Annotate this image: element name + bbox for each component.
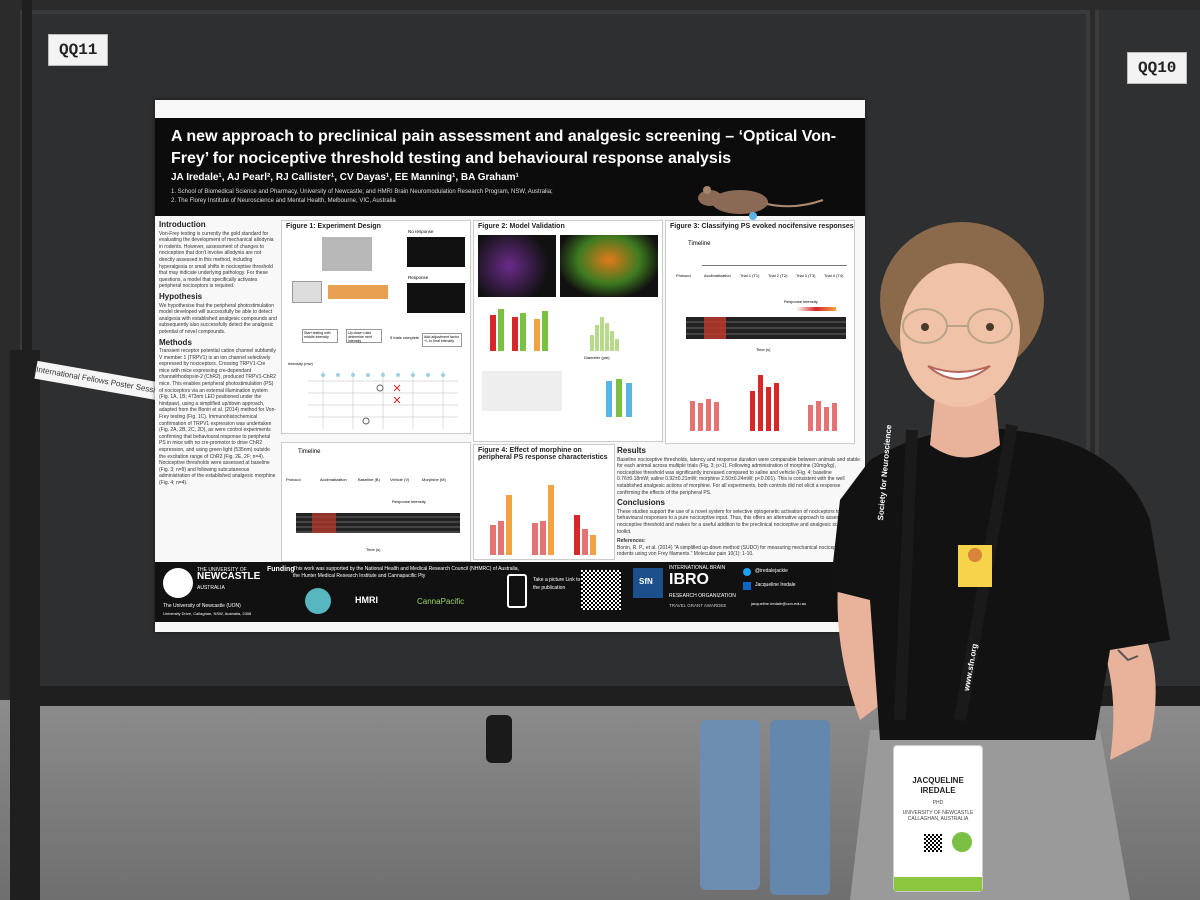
poster-affiliations: 1. School of Biomedical Science and Phar… — [171, 189, 553, 204]
intro-heading: Introduction — [159, 220, 206, 229]
arm-tattoo — [1117, 649, 1139, 662]
bar-charts-c — [690, 375, 837, 431]
results-text: Baseline nociceptive thresholds, latency… — [617, 456, 860, 496]
board-number-tag-right: QQ10 — [1127, 52, 1188, 84]
mouse-illustration — [698, 186, 824, 220]
figure-3-title: Figure 3: Classifying PS evoked nocifens… — [670, 223, 854, 230]
phone-icon — [507, 574, 527, 608]
results-heading: Results — [617, 446, 646, 455]
mouse-photos-e — [482, 371, 562, 411]
figure-4-title: Figure 4: Effect of morphine on peripher… — [478, 447, 608, 461]
figure-2-panel: Figure 2: Model Validation Diameter (µm) — [473, 220, 663, 442]
hypothesis-heading: Hypothesis — [159, 291, 203, 301]
badge-sticker-icon — [952, 832, 972, 852]
references-text: Bonin, R. P., et al. (2014) "A simplifie… — [617, 544, 850, 558]
methods-text: Transient receptor potential cation chan… — [159, 348, 277, 486]
conclusions-text: These studies support the use of a novel… — [617, 508, 859, 535]
name-badge: JACQUELINE IREDALE PHD UNIVERSITY OF NEW… — [893, 745, 983, 892]
passerby-legs — [690, 720, 850, 900]
smile — [927, 365, 991, 380]
badge-name: JACQUELINE IREDALE — [912, 776, 964, 795]
bar-charts-fig4 — [490, 485, 596, 555]
no-response-photo — [407, 237, 465, 267]
research-poster: A new approach to preclinical pain asses… — [155, 100, 865, 632]
hypothesis-text: We hypothesise that the peripheral photo… — [159, 302, 277, 335]
controller-drawing — [328, 285, 388, 299]
histology-image-b — [560, 235, 658, 297]
glasses-icon — [902, 308, 1013, 344]
updown-grid — [308, 371, 458, 429]
badge-org: UNIVERSITY OF NEWCASTLE CALLAGHAN, AUSTR… — [902, 810, 974, 822]
figure-1-panel: Figure 1: Experiment Design No response … — [281, 220, 471, 434]
poster-authors: JA Iredale¹, AJ Pearl², RJ Callister¹, C… — [171, 172, 519, 183]
face — [900, 263, 1020, 407]
badge-qr-icon — [924, 834, 942, 852]
heatmap-b — [686, 317, 846, 339]
qr-code-icon — [581, 570, 621, 610]
plaid-skirt — [850, 730, 1130, 900]
board-number-tag-left: QQ11 — [48, 34, 109, 66]
conclusions-heading: Conclusions — [617, 498, 666, 508]
figure-4-panel: Figure 4: Effect of morphine on peripher… — [473, 444, 615, 560]
university-crest-icon — [163, 568, 193, 598]
sfn-logo-icon — [633, 568, 663, 598]
poster-footer: THE UNIVERSITY OF NEWCASTLE AUSTRALIA Th… — [155, 562, 865, 622]
neck — [930, 395, 1000, 458]
figure-3-panel: Figure 3: Classifying PS evoked nocifens… — [665, 220, 855, 444]
passerby-shoe — [486, 715, 512, 763]
methods-heading: Methods — [159, 337, 192, 347]
response-photo — [407, 283, 465, 313]
bar-chart-f — [606, 379, 632, 417]
led-driver-drawing — [292, 281, 322, 303]
lanyard-left — [894, 429, 918, 721]
apparatus-drawing — [322, 237, 372, 271]
nhmrc-logo-icon — [305, 588, 331, 614]
figure-4-timeline-panel: Timeline Protocol Acclimatization Baseli… — [281, 442, 471, 562]
poster-title: A new approach to preclinical pain asses… — [171, 128, 837, 167]
histology-image-a — [478, 235, 556, 297]
bar-chart-c — [490, 309, 548, 351]
heatmap-fig4 — [296, 513, 460, 533]
badge-footer-strip — [894, 877, 982, 891]
badge-role: PHD — [932, 800, 944, 806]
poster-header: A new approach to preclinical pain asses… — [155, 118, 865, 220]
poster-left-column: Introduction Von-Frey testing is current… — [159, 218, 277, 487]
poster-results-column: Results Baseline nociceptive thresholds,… — [617, 444, 861, 558]
board-frame-left — [22, 0, 32, 900]
twitter-icon — [743, 568, 751, 576]
figure-2-title: Figure 2: Model Validation — [478, 223, 565, 230]
black-shirt — [830, 428, 1170, 740]
linkedin-icon — [743, 582, 751, 590]
figure-1-title: Figure 1: Experiment Design — [286, 223, 381, 230]
references-heading: References: — [617, 538, 646, 545]
intro-text: Von-Frey testing is currently the gold s… — [159, 230, 274, 290]
histogram-d — [590, 317, 619, 351]
